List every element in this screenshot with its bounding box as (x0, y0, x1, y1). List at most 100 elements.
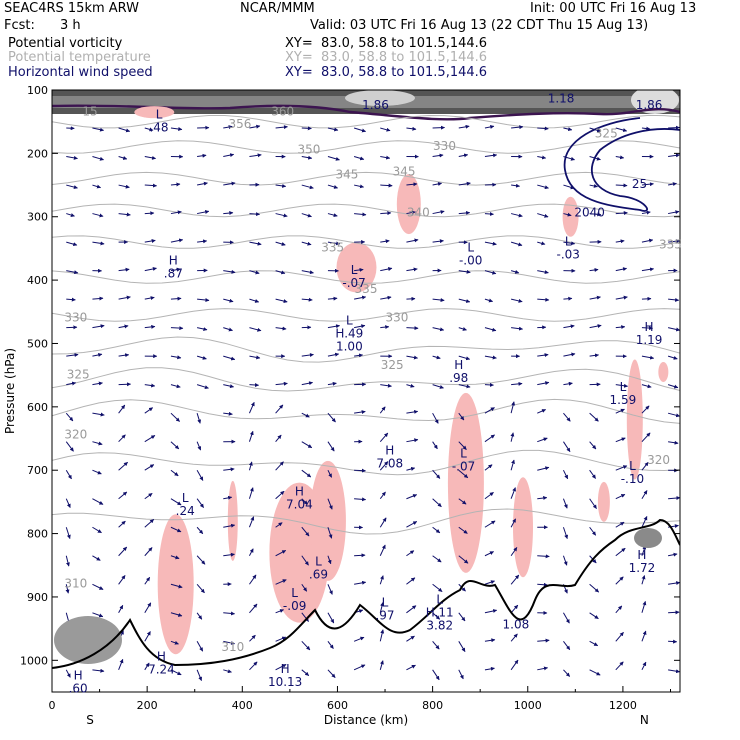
theta-label: 356 (228, 117, 251, 131)
theta-line (52, 270, 680, 284)
wind-vector (379, 629, 385, 642)
x-axis-label: Distance (km) (324, 713, 408, 727)
wind-vector (275, 609, 284, 614)
wind-vector (223, 552, 235, 557)
wind-vector (354, 184, 364, 189)
wind-vector (301, 555, 309, 566)
wind-vector (197, 239, 208, 244)
wind-vectors (65, 124, 680, 681)
wind-vector (170, 326, 184, 331)
wind-vector (537, 213, 549, 218)
wind-vector (275, 241, 286, 246)
wind-vector (170, 669, 182, 676)
pv-label: L H.49 1.00 (335, 313, 363, 353)
wind-vector (406, 409, 419, 414)
wind-vector (379, 461, 389, 471)
wind-vector (249, 382, 259, 387)
wind-vector (196, 498, 205, 508)
field-wind-xy: XY= 83.0, 58.8 to 101.5,144.6 (285, 65, 488, 80)
wind-vector (327, 241, 341, 246)
wind-vector (379, 491, 386, 500)
wind-vector (668, 182, 677, 187)
wind-vector (118, 156, 128, 160)
wind-vector (641, 405, 650, 414)
pv-blob (157, 514, 194, 655)
wind-vector (379, 406, 386, 414)
pv-blob (309, 460, 346, 581)
wind-vector (301, 213, 312, 218)
wind-vector (667, 384, 679, 389)
valid-time: Valid: 03 UTC Fri 16 Aug 13 (22 CDT Thu … (310, 18, 649, 33)
wind-vector (144, 434, 156, 443)
wind-vector (484, 327, 497, 332)
wind-vector (484, 153, 498, 158)
y-tick-label: 700 (27, 464, 48, 477)
wind-vector (510, 401, 516, 414)
wind-vector (249, 574, 257, 585)
wind-vector (301, 241, 312, 246)
wind-vector (615, 605, 623, 614)
wind-vector (144, 211, 155, 216)
wind-vector (432, 298, 445, 302)
wind-vector (484, 124, 495, 129)
wind-vector (537, 437, 548, 443)
wind-vector (511, 125, 524, 130)
wind-vector (641, 601, 647, 613)
wind-vector (66, 270, 79, 275)
wind-vector (379, 602, 384, 613)
field-theta-xy: XY= 83.0, 58.8 to 101.5,144.6 (285, 50, 488, 65)
wind-vector (537, 155, 547, 160)
pv-label: L -.03 (556, 234, 579, 261)
pv-max-top-center (345, 90, 415, 106)
wind-vector (511, 326, 523, 331)
wind-vector (615, 493, 626, 500)
wind-vector (406, 126, 417, 131)
wind-vector (353, 636, 365, 642)
wind-vector (249, 603, 258, 614)
wind-vector (380, 267, 393, 272)
wind-speed-contour (563, 117, 680, 212)
wind-vector (667, 355, 678, 360)
wind-vector (589, 324, 602, 329)
wind-vector (144, 383, 156, 388)
wind-vector (354, 267, 364, 272)
theta-line (52, 336, 680, 363)
wind-vector (484, 464, 493, 471)
wind-vector (92, 156, 104, 161)
theta-label: 335 (355, 282, 378, 296)
wind-vector (589, 412, 599, 422)
pv-label: H 10.13 (268, 662, 302, 689)
wind-vector (458, 469, 469, 479)
wind-vector (668, 125, 680, 130)
wind-vector (301, 612, 309, 622)
wind-vector (380, 325, 390, 330)
wind-vector (118, 353, 130, 358)
wind-vector (144, 407, 154, 414)
wind-vector (537, 582, 548, 587)
wind-vector (144, 519, 155, 528)
wind-vector (406, 521, 418, 528)
wind-vector (510, 213, 523, 218)
wind-vector (118, 575, 126, 585)
terrain-line (52, 518, 680, 669)
wind-vector (354, 553, 366, 558)
wind-vector (223, 640, 235, 645)
wind-vector (354, 410, 366, 415)
wind-vector (406, 494, 418, 500)
wind-vector (92, 412, 105, 417)
wind-vector (458, 269, 471, 274)
pv-label: L .69 (309, 554, 328, 581)
wind-vector (327, 498, 333, 510)
wind-vector (562, 469, 569, 480)
pv-positive-regions (134, 106, 669, 655)
wind-vector (589, 669, 601, 676)
wind-vector (615, 631, 624, 642)
wind-vector (118, 404, 126, 414)
wind-vector (301, 184, 314, 190)
wind-vector (118, 604, 124, 614)
field-pv-xy: XY= 83.0, 58.8 to 101.5,144.6 (285, 36, 488, 51)
end-label-north: N (640, 713, 649, 727)
wind-vector (563, 352, 576, 357)
wind-vector (354, 468, 366, 473)
